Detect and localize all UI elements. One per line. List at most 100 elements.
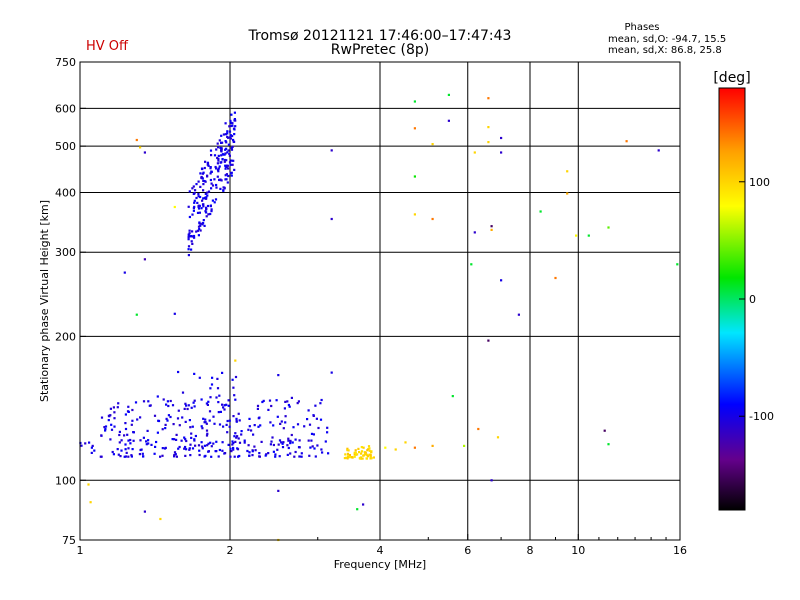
- data-point: [198, 453, 201, 457]
- chart-subtitle: RwPretec (8p): [331, 42, 429, 58]
- data-point: [209, 166, 212, 169]
- data-point: [348, 454, 351, 457]
- data-point: [135, 313, 138, 316]
- data-point: [187, 238, 190, 241]
- data-point: [319, 402, 322, 405]
- data-point: [330, 371, 333, 374]
- data-point: [127, 410, 130, 413]
- data-point: [210, 383, 214, 386]
- data-point: [127, 405, 130, 408]
- data-point: [227, 404, 230, 407]
- data-point: [200, 207, 203, 210]
- y-tick-label: 200: [55, 330, 76, 343]
- data-point: [113, 411, 116, 414]
- data-point: [216, 142, 219, 145]
- data-point: [231, 378, 234, 381]
- colorbar-label: [deg]: [713, 70, 750, 86]
- data-point: [231, 134, 234, 138]
- data-point: [171, 438, 174, 441]
- data-point: [229, 163, 232, 166]
- data-point: [210, 170, 213, 173]
- data-point: [236, 435, 239, 438]
- data-point: [139, 146, 142, 149]
- data-point: [187, 245, 191, 248]
- data-point: [205, 208, 208, 211]
- data-point: [204, 210, 207, 213]
- data-point: [361, 457, 364, 460]
- data-point: [185, 404, 188, 407]
- data-point: [289, 452, 292, 455]
- data-point: [191, 425, 194, 428]
- data-point: [225, 423, 228, 426]
- data-point: [238, 441, 242, 444]
- data-point: [327, 452, 330, 455]
- data-point: [300, 455, 303, 458]
- data-point: [204, 421, 207, 424]
- data-point: [223, 158, 227, 162]
- data-point: [202, 205, 205, 208]
- data-point: [197, 204, 200, 207]
- data-point: [369, 454, 372, 457]
- data-point: [209, 387, 212, 390]
- data-point: [217, 401, 220, 404]
- data-point: [169, 415, 172, 419]
- data-point: [326, 431, 329, 434]
- data-point: [431, 444, 434, 447]
- data-point: [233, 111, 236, 114]
- data-point: [196, 211, 200, 214]
- colorbar-tick-label: 100: [749, 176, 770, 189]
- data-point: [204, 454, 207, 457]
- data-point: [187, 205, 190, 208]
- data-point: [209, 204, 212, 207]
- data-point: [231, 163, 234, 166]
- data-point: [216, 168, 220, 171]
- data-point: [91, 444, 94, 447]
- data-point: [205, 215, 208, 218]
- data-point: [124, 422, 127, 425]
- data-point: [347, 456, 350, 459]
- data-point: [215, 396, 218, 399]
- data-point: [127, 455, 130, 458]
- data-point: [246, 449, 249, 453]
- data-point: [209, 212, 212, 216]
- data-point: [229, 119, 232, 122]
- data-point: [173, 438, 176, 441]
- data-point: [187, 234, 190, 237]
- data-point: [217, 167, 220, 170]
- data-point: [216, 156, 219, 160]
- data-point: [201, 445, 204, 448]
- x-axis-label: Frequency [MHz]: [334, 558, 426, 571]
- data-point: [303, 425, 306, 428]
- data-point: [173, 453, 176, 457]
- data-point: [487, 141, 490, 144]
- data-point: [193, 205, 196, 208]
- data-point: [134, 401, 138, 404]
- data-point: [177, 370, 180, 374]
- data-point: [109, 407, 112, 410]
- data-point: [202, 197, 205, 200]
- data-point: [227, 399, 230, 402]
- data-point: [404, 441, 407, 444]
- data-point: [215, 183, 218, 187]
- data-point: [227, 443, 230, 446]
- data-point: [210, 208, 213, 211]
- y-tick-label: 100: [55, 474, 76, 487]
- data-point: [343, 457, 346, 460]
- data-point: [209, 149, 213, 152]
- data-point: [123, 434, 126, 437]
- data-point: [201, 427, 204, 430]
- data-point: [311, 445, 314, 448]
- data-point: [330, 217, 333, 221]
- data-point: [175, 455, 178, 458]
- data-point: [267, 452, 270, 455]
- data-point: [315, 417, 318, 420]
- data-point: [198, 228, 201, 231]
- data-point: [193, 405, 196, 408]
- data-point: [185, 439, 188, 443]
- data-point: [358, 457, 362, 460]
- data-point: [112, 406, 115, 409]
- data-point: [413, 213, 416, 216]
- data-point: [89, 501, 92, 504]
- data-point: [368, 447, 371, 450]
- data-point: [223, 452, 226, 455]
